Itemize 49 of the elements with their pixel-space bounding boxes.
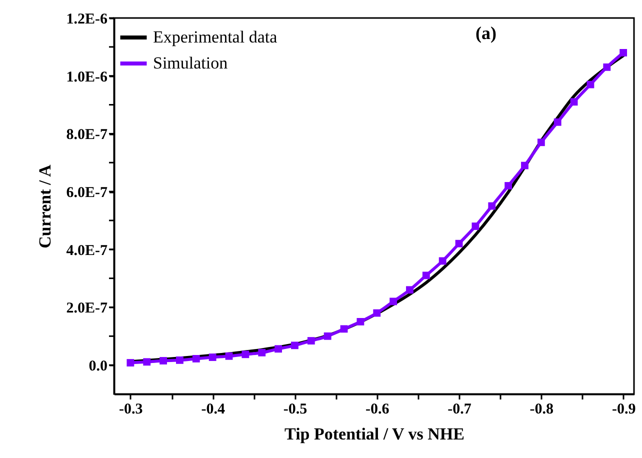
x-tick-label: -0.7 [448, 402, 472, 418]
point [521, 162, 528, 170]
point [192, 355, 200, 362]
point [504, 182, 512, 190]
point [307, 337, 315, 344]
y-tick-label: 6.0E-7 [66, 185, 108, 202]
point [422, 272, 430, 280]
point [554, 118, 562, 126]
point [472, 222, 480, 230]
y-tick-label: 8.0E-7 [66, 127, 108, 144]
y-axis-title: Current / A [35, 164, 54, 248]
y-tick-label: 2.0E-7 [66, 300, 108, 317]
x-tick-label: -0.5 [283, 402, 308, 418]
point [373, 309, 381, 317]
point [126, 359, 134, 366]
point [274, 345, 282, 353]
point [603, 63, 611, 71]
point [356, 318, 364, 326]
point [455, 240, 463, 248]
x-tick-label: -0.3 [119, 402, 143, 418]
point [390, 298, 398, 306]
point [176, 356, 184, 364]
point [160, 357, 167, 364]
x-tick-label: -0.9 [612, 402, 636, 418]
point [225, 352, 233, 360]
point [438, 257, 446, 265]
x-axis-title: Tip Potential / V vs NHE [284, 424, 464, 444]
legend-label: Simulation [153, 54, 228, 72]
point [340, 325, 348, 333]
point [620, 49, 628, 56]
x-tick-label: -0.4 [201, 402, 226, 418]
point [324, 332, 332, 340]
x-tick-label: -0.6 [366, 402, 390, 418]
y-tick-label: 1.2E-6 [66, 12, 108, 28]
point [258, 348, 266, 356]
y-tick-label: 4.0E-7 [66, 242, 108, 259]
y-tick-label: 0.0 [88, 358, 108, 375]
point [143, 358, 151, 366]
point [537, 138, 545, 146]
legend-label: Experimental data [153, 28, 278, 46]
point [208, 354, 216, 361]
y-tick-label: 1.0E-6 [66, 69, 108, 86]
point [291, 342, 298, 350]
point [242, 350, 250, 358]
x-tick-label: -0.8 [530, 402, 554, 418]
point [570, 98, 578, 106]
annotation: (a) [476, 23, 496, 43]
point [406, 286, 414, 294]
point [488, 202, 496, 210]
